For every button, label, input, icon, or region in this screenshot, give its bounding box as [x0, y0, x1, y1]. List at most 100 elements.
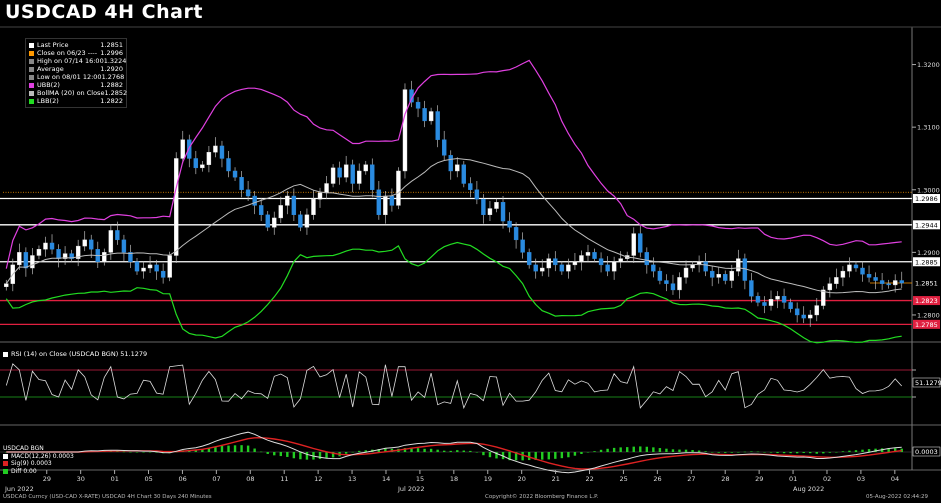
- macd-histogram-bar: [253, 448, 256, 452]
- macd-histogram-bar: [541, 452, 544, 460]
- legend-row: UBB(2) 1.2882: [29, 81, 123, 89]
- macd-histogram-bar: [207, 447, 211, 452]
- x-tick-label: 14: [382, 475, 390, 483]
- macd-histogram-bar: [475, 452, 479, 453]
- candle-body: [174, 158, 179, 256]
- macd-histogram-bar: [626, 447, 629, 452]
- macd-histogram-bar: [756, 451, 760, 453]
- candle-body: [494, 202, 499, 209]
- candle-body: [500, 202, 506, 222]
- macd-histogram-bar: [560, 452, 564, 459]
- candle-body: [147, 264, 153, 269]
- macd-histogram-bar: [586, 452, 590, 453]
- macd-histogram-bar: [344, 452, 348, 454]
- candle-body: [43, 242, 48, 250]
- candle-body: [762, 302, 767, 306]
- macd-histogram-bar: [214, 446, 217, 452]
- candle-body: [879, 280, 885, 284]
- candle-body: [592, 252, 597, 259]
- candle-body: [520, 239, 525, 253]
- macd-histogram-bar: [292, 452, 296, 459]
- macd-swatch: [3, 461, 8, 466]
- macd-histogram-bar: [318, 452, 322, 460]
- macd-histogram-bar: [795, 452, 799, 454]
- legend-swatch: [29, 90, 34, 96]
- legend-swatch: [29, 50, 34, 56]
- rsi-line: [5, 363, 902, 410]
- candle-body: [200, 164, 205, 169]
- footer-timestamp: 05-Aug-2022 02:44:29: [866, 494, 929, 500]
- candle-body: [749, 280, 754, 297]
- candle-body: [703, 261, 708, 272]
- candle-body: [899, 280, 904, 284]
- macd-histogram-bar: [129, 451, 132, 453]
- macd-histogram-bar: [671, 449, 675, 452]
- x-tick-label: 11: [280, 475, 288, 483]
- macd-histogram-bar: [325, 452, 328, 459]
- candle-body: [546, 258, 551, 269]
- candle-body: [468, 183, 473, 190]
- legend-label: UBB(2): [37, 81, 60, 89]
- candle-body: [141, 267, 146, 272]
- macd-histogram-bar: [822, 452, 825, 454]
- macd-histogram-bar: [750, 451, 753, 452]
- macd-histogram-bar: [449, 450, 452, 452]
- macd-histogram-bar: [527, 452, 531, 461]
- chart-title: USDCAD 4H Chart: [5, 1, 203, 23]
- legend-value: 1.2996: [100, 49, 123, 57]
- candle-body: [389, 195, 395, 206]
- macd-histogram-bar: [299, 452, 302, 460]
- x-tick-label: 19: [484, 475, 492, 483]
- legend-row: BollMA (20) on Close 1.2852: [29, 89, 127, 97]
- candle-body: [873, 277, 878, 281]
- candle-body: [455, 164, 460, 172]
- candle-body: [585, 252, 591, 256]
- price-tag-box: [913, 319, 940, 329]
- legend-value: 1.2920: [100, 65, 123, 73]
- macd-swatch: [3, 468, 8, 474]
- x-tick-label: 02: [823, 475, 831, 483]
- macd-histogram-bar: [5, 452, 8, 453]
- price-tag-label: 1.2986: [915, 195, 938, 203]
- candle-body: [664, 280, 669, 284]
- candle-body: [154, 264, 159, 272]
- macd-histogram-bar: [410, 448, 413, 452]
- macd-histogram-bar: [828, 452, 832, 453]
- upper-bollinger-band: [5, 59, 902, 269]
- macd-legend-row: Sig(9) 0.0003: [3, 460, 74, 468]
- candle-body: [128, 252, 133, 262]
- candle-body: [657, 270, 663, 281]
- rsi-swatch: [3, 351, 8, 357]
- candle-body: [507, 220, 512, 228]
- legend-label: Low on 08/01 12:00: [37, 73, 102, 81]
- price-tag-box: [913, 257, 940, 267]
- candle-body: [487, 208, 493, 215]
- macd-legend: USDCAD BGN MACD(12,26) 0.0003 Sig(9) 0.00…: [3, 445, 74, 475]
- macd-histogram-bar: [351, 451, 354, 453]
- macd-legend-row: Diff 0.00: [3, 468, 74, 476]
- macd-histogram-bar: [521, 452, 524, 461]
- candle-body: [115, 230, 120, 241]
- y-tick-label: 1.3200: [917, 61, 940, 69]
- candle-body: [350, 164, 355, 184]
- candle-body: [853, 264, 859, 269]
- macd-histogram-bar: [763, 452, 766, 453]
- macd-histogram-bar: [135, 452, 139, 453]
- candle-body: [814, 305, 819, 316]
- macd-histogram-bar: [848, 450, 851, 452]
- candle-body: [788, 302, 793, 309]
- macd-histogram-bar: [887, 448, 890, 452]
- x-tick-label: 15: [416, 475, 424, 483]
- candle-body: [317, 192, 323, 200]
- macd-histogram-bar: [743, 451, 747, 453]
- candle-body: [892, 280, 898, 286]
- legend-label: Last Price: [37, 41, 69, 49]
- x-month-label: Aug 2022: [793, 485, 824, 493]
- price-tag-label: 1.2885: [915, 258, 938, 266]
- macd-histogram-bar: [730, 452, 733, 453]
- macd-histogram-bar: [802, 452, 805, 453]
- candle-body: [827, 283, 833, 291]
- macd-histogram-bar: [273, 452, 276, 456]
- macd-histogram-bar: [815, 452, 818, 454]
- macd-histogram-bar: [665, 448, 668, 452]
